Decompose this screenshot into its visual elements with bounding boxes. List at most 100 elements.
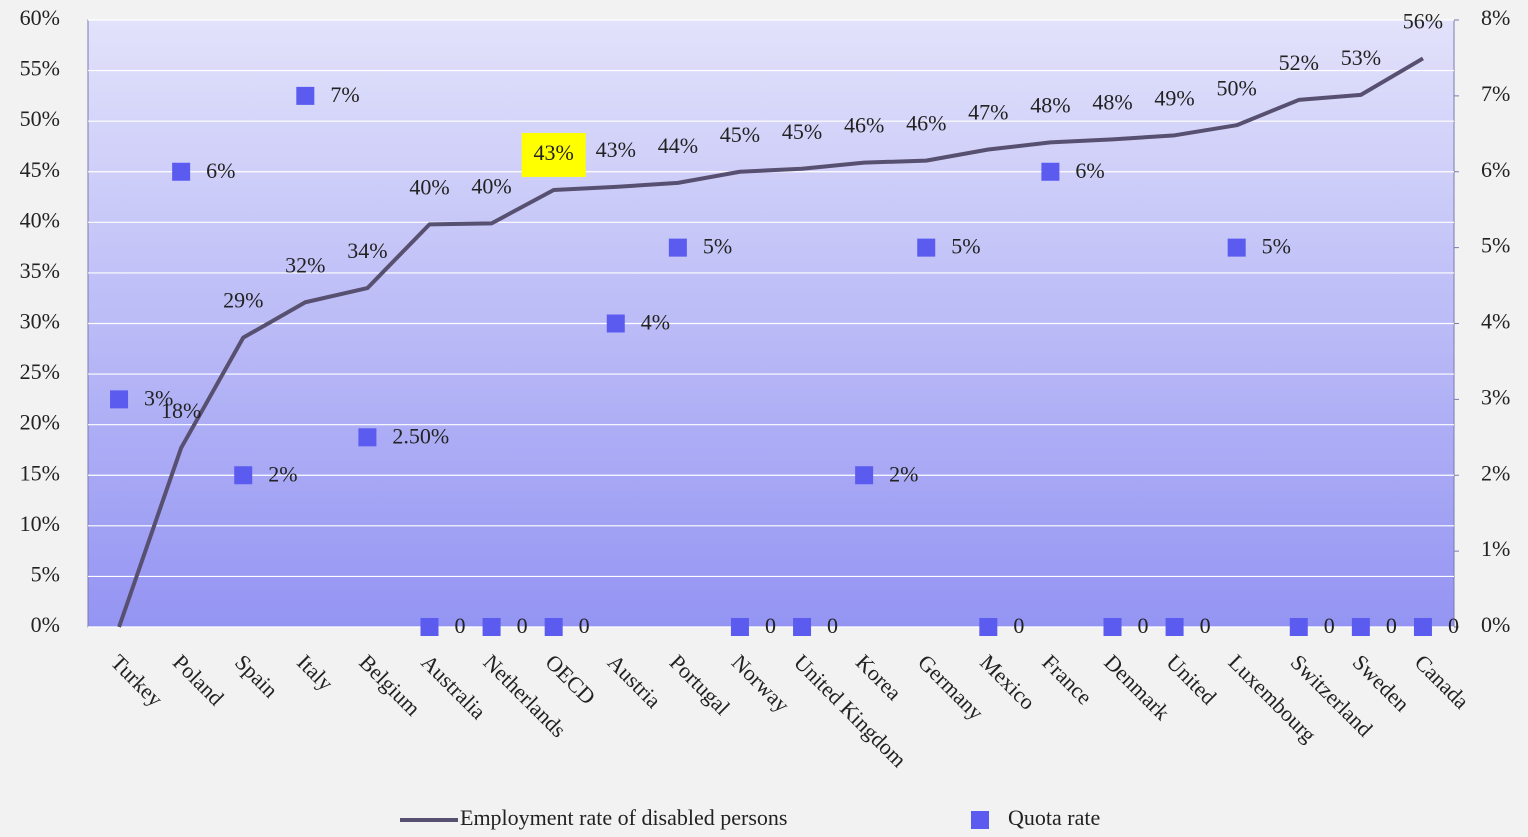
data-label: 49% [1154, 85, 1194, 110]
data-label: 47% [968, 100, 1008, 125]
quota-marker [420, 618, 439, 636]
quota-marker [793, 618, 812, 636]
data-label: 0 [1448, 613, 1459, 638]
y-tick-label: 25% [20, 359, 60, 384]
data-label: 40% [471, 173, 511, 198]
data-label: 45% [782, 119, 822, 144]
data-label: 0 [1200, 613, 1211, 638]
quota-marker [1351, 618, 1370, 636]
data-label: 48% [1030, 92, 1070, 117]
data-label: 0 [1138, 613, 1149, 638]
data-label: 43% [534, 140, 574, 165]
y-tick-label: 35% [20, 258, 60, 283]
data-label: 0 [579, 613, 590, 638]
data-label: 29% [223, 288, 263, 313]
y2-tick-label: 0% [1481, 612, 1510, 637]
data-label: 5% [703, 234, 732, 259]
employment-line [117, 56, 1424, 628]
data-label: 0 [1324, 613, 1335, 638]
x-tick-label: Korea [851, 649, 907, 705]
data-label: 6% [206, 158, 235, 183]
quota-marker [172, 162, 191, 181]
legend-marker [971, 811, 989, 829]
y2-tick-label: 8% [1481, 5, 1510, 30]
data-label: 32% [285, 252, 325, 277]
data-label: 6% [1075, 158, 1104, 183]
x-tick-label: Denmark [1099, 649, 1175, 725]
data-label: 0 [1386, 613, 1397, 638]
data-label: 46% [906, 111, 946, 136]
x-tick-label: United Kingdom [789, 649, 912, 772]
quota-marker [358, 428, 377, 447]
data-label: 48% [1092, 89, 1132, 114]
data-label: 0 [455, 613, 466, 638]
y-tick-label: 55% [20, 56, 60, 81]
quota-marker [979, 618, 998, 636]
quota-marker [855, 466, 874, 485]
y-tick-label: 45% [20, 157, 60, 182]
x-tick-label: Australia [416, 649, 491, 724]
y-tick-label: 30% [20, 309, 60, 334]
y2-tick-label: 4% [1481, 309, 1510, 334]
y2-tick-label: 5% [1481, 233, 1510, 258]
data-label: 56% [1403, 8, 1443, 33]
data-label: 4% [641, 310, 670, 335]
y-tick-label: 60% [20, 5, 60, 30]
y-tick-label: 15% [20, 460, 60, 485]
data-label: 44% [658, 133, 698, 158]
x-tick-label: Canada [1410, 649, 1474, 713]
quota-marker [668, 238, 687, 257]
data-label: 2.50% [392, 423, 449, 448]
data-label: 2% [268, 461, 297, 486]
quota-marker [1227, 238, 1246, 257]
quota-marker [606, 314, 625, 333]
quota-marker [1041, 162, 1060, 181]
y-tick-label: 0% [31, 612, 60, 637]
data-label: 43% [596, 137, 636, 162]
x-tick-label: Germany [913, 649, 989, 725]
quota-marker [110, 390, 129, 409]
data-label: 45% [720, 122, 760, 147]
x-tick-label: Austria [603, 649, 667, 713]
x-tick-label: Portugal [665, 649, 735, 719]
x-tick-label: Norway [727, 649, 795, 717]
data-label: 5% [951, 234, 980, 259]
data-label: 18% [161, 398, 201, 423]
y-tick-label: 10% [20, 511, 60, 536]
quota-marker [917, 238, 936, 257]
quota-marker [1103, 618, 1122, 636]
x-tick-label: Spain [230, 649, 283, 702]
data-label: 5% [1262, 234, 1291, 259]
quota-marker [1413, 618, 1432, 636]
quota-marker [234, 466, 253, 485]
x-tick-label: Turkey [106, 649, 168, 711]
quota-marker [1165, 618, 1184, 636]
x-tick-label: France [1037, 649, 1097, 709]
quota-marker [482, 618, 501, 636]
data-label: 0 [765, 613, 776, 638]
x-tick-label: OECD [541, 649, 601, 709]
data-label: 40% [409, 174, 449, 199]
y2-tick-label: 7% [1481, 81, 1510, 106]
data-label: 3% [144, 385, 173, 410]
highlight-box [521, 132, 586, 177]
data-label: 0 [827, 613, 838, 638]
data-label: 34% [347, 238, 387, 263]
y-tick-label: 40% [20, 207, 60, 232]
y2-tick-label: 6% [1481, 157, 1510, 182]
quota-marker [1289, 618, 1308, 636]
y2-tick-label: 1% [1481, 536, 1510, 561]
data-label: 2% [889, 461, 918, 486]
x-tick-label: Poland [168, 649, 229, 710]
x-tick-label: Italy [292, 649, 338, 695]
y-tick-label: 50% [20, 106, 60, 131]
y2-tick-label: 3% [1481, 384, 1510, 409]
data-label: 52% [1279, 50, 1319, 75]
quota-marker [544, 618, 563, 636]
quota-marker [730, 618, 749, 636]
data-label: 50% [1217, 75, 1257, 100]
data-label: 53% [1341, 45, 1381, 70]
y-tick-label: 20% [20, 410, 60, 435]
y2-tick-label: 2% [1481, 460, 1510, 485]
